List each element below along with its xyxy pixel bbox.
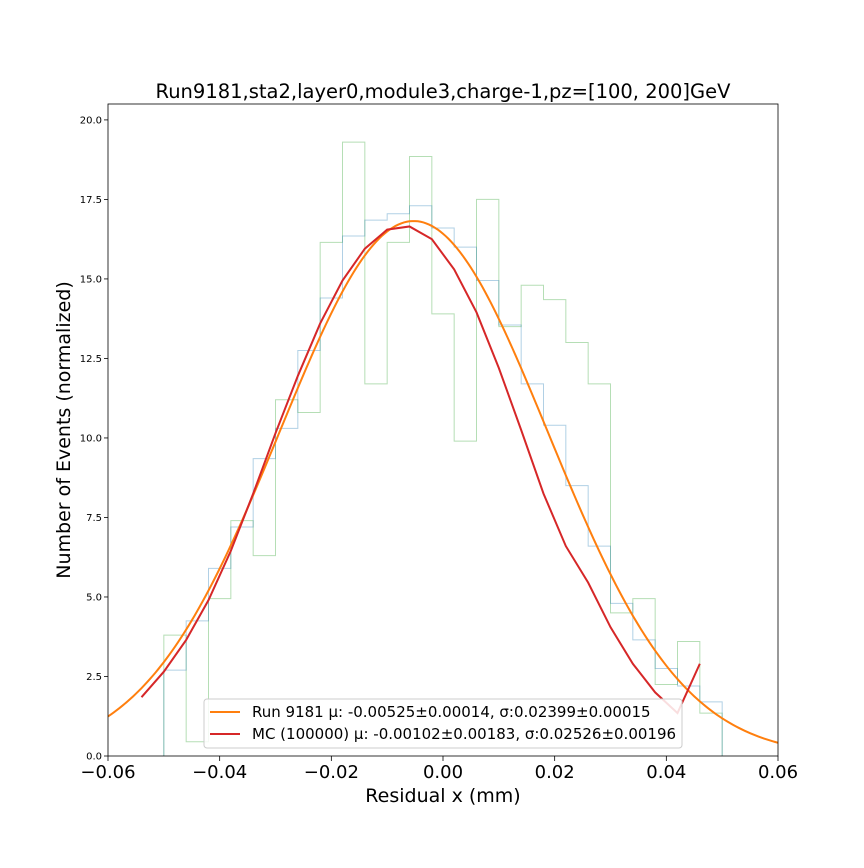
- y-axis-label: Number of Events (normalized): [53, 281, 75, 579]
- legend-label-1: Run 9181 μ: -0.00525±0.00014, σ:0.02399±…: [252, 703, 651, 721]
- legend: Run 9181 μ: -0.00525±0.00014, σ:0.02399±…: [203, 698, 683, 749]
- y-tick-label: 20.0: [80, 115, 102, 126]
- y-tick-label: 12.5: [80, 354, 102, 365]
- x-tick-label: 0.06: [758, 762, 798, 783]
- x-tick-label: 0.04: [646, 762, 686, 783]
- series-line-1: [108, 220, 778, 744]
- y-tick-label: 17.5: [80, 195, 102, 206]
- plot-area: −0.06 −0.04 −0.02 0.00 0.02 0.04 0.06 0.0 2.5 5.0…: [80, 103, 798, 783]
- legend-box: [203, 698, 683, 749]
- series-line-2: [140, 225, 701, 715]
- y-tick-label: 10.0: [80, 433, 102, 444]
- histogram-1: [163, 141, 723, 756]
- histogram-2: [163, 205, 723, 756]
- y-tick-label: 7.5: [86, 513, 102, 524]
- x-tick-label: 0.02: [535, 762, 575, 783]
- x-tick-label: −0.02: [304, 762, 359, 783]
- chart-title: Run9181,sta2,layer0,module3,charge-1,pz=…: [156, 80, 732, 103]
- x-tick-label: 0.00: [423, 762, 463, 783]
- x-tick-label: −0.06: [80, 762, 135, 783]
- x-tick-label: −0.04: [192, 762, 247, 783]
- y-tick-label: 5.0: [86, 592, 102, 603]
- plot-series-group: [108, 141, 778, 756]
- y-tick-label: 2.5: [86, 672, 102, 683]
- y-tick-label: 0.0: [86, 752, 102, 763]
- x-axis-label: Residual x (mm): [365, 785, 520, 807]
- legend-label-2: MC (100000) μ: -0.00102±0.00183, σ:0.025…: [252, 725, 676, 743]
- y-tick-label: 15.0: [80, 274, 102, 285]
